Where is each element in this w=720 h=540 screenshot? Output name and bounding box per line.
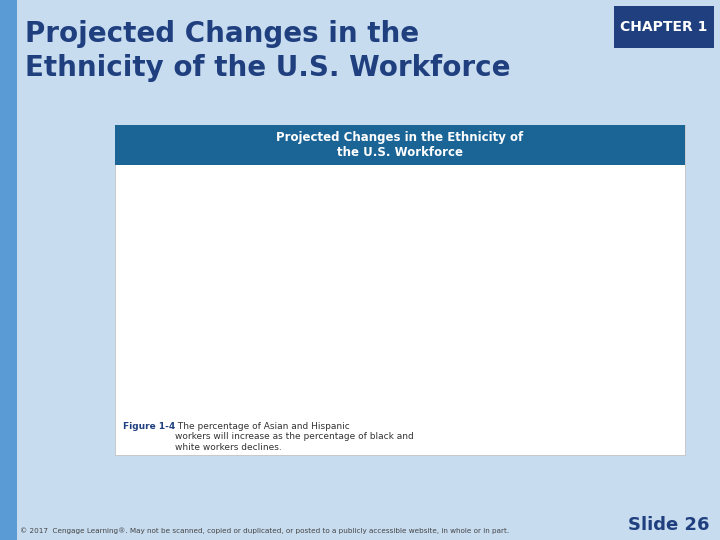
Bar (570, 190, 611, 385)
Bar (312, 349, 354, 385)
Text: Projected Changes in the Ethnicity of
the U.S. Workforce: Projected Changes in the Ethnicity of th… (276, 131, 523, 159)
Bar (441, 337, 482, 385)
Bar (115, 125, 685, 455)
Legend: 2010, 2050: 2010, 2050 (351, 445, 485, 467)
Bar (225, 361, 266, 385)
Text: Figure 1-4: Figure 1-4 (123, 422, 175, 431)
Text: © 2017  Cengage Learning®. May not be scanned, copied or duplicated, or posted t: © 2017 Cengage Learning®. May not be sca… (20, 528, 509, 534)
Bar (184, 370, 225, 385)
Text: Projected Changes in the
Ethnicity of the U.S. Workforce: Projected Changes in the Ethnicity of th… (25, 20, 510, 82)
Bar (611, 247, 652, 385)
Bar (614, 6, 714, 48)
Bar (354, 349, 395, 385)
Text: Slide 26: Slide 26 (629, 516, 710, 534)
Bar (482, 295, 523, 385)
Bar (115, 125, 685, 165)
Bar (0, 0, 17, 540)
Text: The percentage of Asian and Hispanic
workers will increase as the percentage of : The percentage of Asian and Hispanic wor… (175, 422, 414, 452)
Text: CHAPTER 1: CHAPTER 1 (621, 20, 708, 34)
